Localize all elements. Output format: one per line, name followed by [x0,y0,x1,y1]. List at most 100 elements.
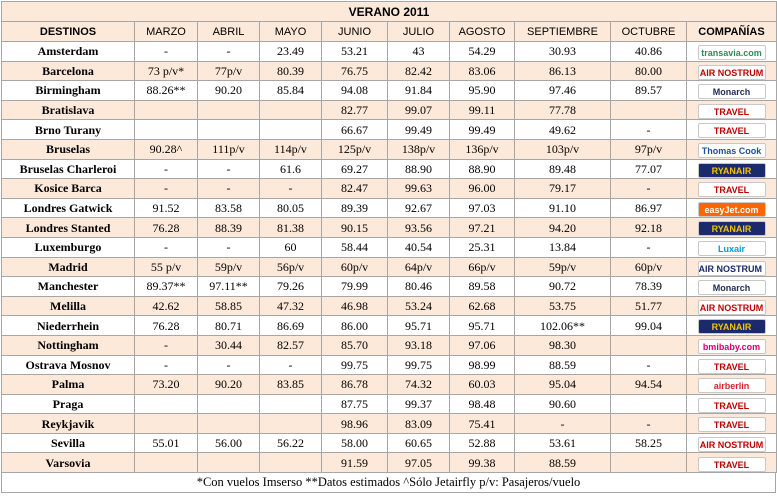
value-cell-octubre[interactable] [610,99,687,121]
value-cell-abril[interactable]: - [197,158,260,180]
value-cell-octubre[interactable]: 60p/v [610,256,687,278]
value-cell-mayo[interactable] [259,99,322,121]
value-cell-septiembre[interactable]: 88.59 [514,452,611,474]
value-cell-octubre[interactable]: 97p/v [610,138,687,160]
value-cell-marzo[interactable]: 55.01 [134,432,198,454]
value-cell-septiembre[interactable]: 77.78 [514,99,611,121]
destination-cell[interactable]: Sevilla [1,432,135,454]
company-cell[interactable]: airberlin [686,374,777,395]
value-cell-mayo[interactable]: 114p/v [259,138,322,160]
destination-cell[interactable]: Niederrhein [1,315,135,336]
value-cell-octubre[interactable]: 86.97 [610,197,687,219]
value-cell-abril[interactable]: 30.44 [197,334,260,356]
value-cell-junio[interactable]: 66.67 [321,119,388,140]
value-cell-junio[interactable]: 85.70 [321,334,388,356]
value-cell-julio[interactable]: 99.63 [387,178,450,199]
value-cell-marzo[interactable] [134,119,198,140]
company-cell[interactable]: TRAVEL [686,452,777,474]
value-cell-septiembre[interactable]: - [514,413,611,434]
value-cell-abril[interactable]: 77p/v [197,60,260,82]
value-cell-septiembre[interactable]: 30.93 [514,41,611,62]
value-cell-julio[interactable]: 93.56 [387,217,450,238]
value-cell-marzo[interactable]: - [134,236,198,258]
value-cell-mayo[interactable] [259,393,322,415]
value-cell-septiembre[interactable]: 102.06** [514,315,611,336]
value-cell-julio[interactable]: 74.32 [387,374,450,395]
destination-cell[interactable]: Bratislava [1,99,135,121]
value-cell-marzo[interactable]: 73 p/v* [134,60,198,82]
value-cell-agosto[interactable]: 75.41 [449,413,515,434]
value-cell-octubre[interactable]: - [610,236,687,258]
value-cell-agosto[interactable]: 89.58 [449,276,515,297]
value-cell-abril[interactable]: 58.85 [197,295,260,317]
value-cell-septiembre[interactable]: 90.60 [514,393,611,415]
value-cell-abril[interactable]: 88.39 [197,217,260,238]
value-cell-julio[interactable]: 97.05 [387,452,450,474]
value-cell-julio[interactable]: 93.18 [387,334,450,356]
value-cell-septiembre[interactable]: 97.46 [514,80,611,101]
value-cell-agosto[interactable]: 25.31 [449,236,515,258]
value-cell-marzo[interactable]: 73.20 [134,374,198,395]
value-cell-mayo[interactable]: 56.22 [259,432,322,454]
value-cell-junio[interactable]: 58.44 [321,236,388,258]
destination-cell[interactable]: Nottingham [1,334,135,356]
value-cell-abril[interactable]: - [197,41,260,62]
value-cell-octubre[interactable]: - [610,119,687,140]
company-cell[interactable]: TRAVEL [686,119,777,140]
value-cell-agosto[interactable]: 97.21 [449,217,515,238]
value-cell-mayo[interactable]: 80.05 [259,197,322,219]
company-cell[interactable]: AIR NOSTRUM · RYANAIR [686,256,777,278]
value-cell-abril[interactable] [197,119,260,140]
value-cell-mayo[interactable]: 83.85 [259,374,322,395]
value-cell-junio[interactable]: 69.27 [321,158,388,180]
destination-cell[interactable]: Barcelona [1,60,135,82]
destination-cell[interactable]: Amsterdam [1,41,135,62]
value-cell-mayo[interactable]: 80.39 [259,60,322,82]
value-cell-junio[interactable]: 46.98 [321,295,388,317]
value-cell-marzo[interactable] [134,413,198,434]
value-cell-abril[interactable]: 59p/v [197,256,260,278]
company-cell[interactable]: RYANAIR [686,315,777,336]
company-cell[interactable]: Monarch [686,276,777,297]
value-cell-agosto[interactable]: 98.99 [449,354,515,376]
value-cell-octubre[interactable]: 77.07 [610,158,687,180]
company-cell[interactable]: Monarch [686,80,777,101]
value-cell-mayo[interactable]: 23.49 [259,41,322,62]
value-cell-junio[interactable]: 60p/v [321,256,388,278]
value-cell-septiembre[interactable]: 88.59 [514,354,611,376]
value-cell-mayo[interactable]: - [259,354,322,376]
value-cell-julio[interactable]: 138p/v [387,138,450,160]
value-cell-abril[interactable]: 90.20 [197,374,260,395]
value-cell-agosto[interactable]: 66p/v [449,256,515,278]
value-cell-septiembre[interactable]: 89.48 [514,158,611,180]
value-cell-agosto[interactable]: 88.90 [449,158,515,180]
value-cell-agosto[interactable]: 99.11 [449,99,515,121]
value-cell-junio[interactable]: 76.75 [321,60,388,82]
value-cell-marzo[interactable]: 76.28 [134,217,198,238]
value-cell-abril[interactable]: 90.20 [197,80,260,101]
destination-cell[interactable]: Palma [1,374,135,395]
destination-cell[interactable]: Brno Turany [1,119,135,140]
value-cell-septiembre[interactable]: 98.30 [514,334,611,356]
value-cell-octubre[interactable]: 80.00 [610,60,687,82]
value-cell-julio[interactable]: 99.37 [387,393,450,415]
value-cell-julio[interactable]: 60.65 [387,432,450,454]
value-cell-marzo[interactable]: 42.62 [134,295,198,317]
value-cell-septiembre[interactable]: 59p/v [514,256,611,278]
value-cell-octubre[interactable]: - [610,413,687,434]
value-cell-julio[interactable]: 43 [387,41,450,62]
value-cell-junio[interactable]: 82.77 [321,99,388,121]
value-cell-junio[interactable]: 90.15 [321,217,388,238]
value-cell-septiembre[interactable]: 95.04 [514,374,611,395]
value-cell-octubre[interactable]: 51.77 [610,295,687,317]
value-cell-julio[interactable]: 99.75 [387,354,450,376]
value-cell-marzo[interactable]: 88.26** [134,80,198,101]
company-cell[interactable]: RYANAIR [686,217,777,238]
value-cell-marzo[interactable]: - [134,41,198,62]
value-cell-abril[interactable] [197,99,260,121]
company-cell[interactable]: Luxair [686,236,777,258]
value-cell-junio[interactable]: 86.78 [321,374,388,395]
company-cell[interactable]: easyJet.com [686,197,777,219]
value-cell-abril[interactable]: - [197,178,260,199]
value-cell-octubre[interactable]: 40.86 [610,41,687,62]
